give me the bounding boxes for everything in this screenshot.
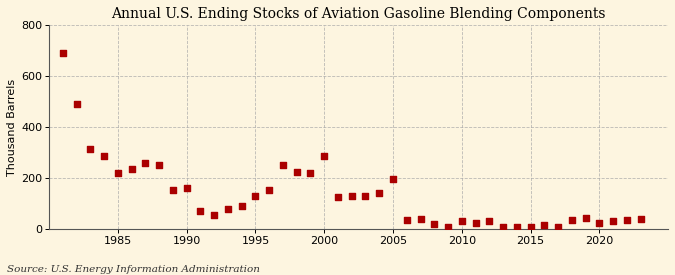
Title: Annual U.S. Ending Stocks of Aviation Gasoline Blending Components: Annual U.S. Ending Stocks of Aviation Ga… [111, 7, 606, 21]
Point [470, 221, 481, 225]
Point [402, 218, 412, 222]
Point [154, 163, 165, 167]
Point [456, 219, 467, 224]
Point [580, 215, 591, 220]
Point [195, 209, 206, 213]
Point [429, 222, 439, 226]
Point [250, 194, 261, 198]
Point [209, 213, 219, 217]
Point [277, 163, 288, 167]
Point [415, 217, 426, 221]
Point [113, 171, 124, 175]
Point [484, 219, 495, 224]
Point [292, 169, 302, 174]
Point [608, 219, 618, 224]
Point [305, 171, 316, 175]
Point [85, 147, 96, 151]
Point [443, 224, 454, 229]
Point [346, 194, 357, 198]
Point [72, 102, 82, 106]
Point [360, 194, 371, 198]
Point [236, 204, 247, 208]
Point [182, 186, 192, 191]
Point [594, 221, 605, 225]
Point [622, 218, 632, 222]
Point [333, 195, 344, 199]
Point [374, 191, 385, 196]
Point [57, 51, 68, 55]
Point [512, 224, 522, 229]
Point [497, 224, 508, 229]
Point [635, 217, 646, 221]
Point [264, 187, 275, 192]
Point [553, 224, 564, 229]
Point [167, 187, 178, 192]
Point [539, 223, 549, 227]
Point [99, 154, 109, 159]
Point [566, 218, 577, 222]
Y-axis label: Thousand Barrels: Thousand Barrels [7, 78, 17, 175]
Point [140, 161, 151, 165]
Point [387, 177, 398, 182]
Point [126, 167, 137, 171]
Text: Source: U.S. Energy Information Administration: Source: U.S. Energy Information Administ… [7, 265, 260, 274]
Point [319, 154, 329, 159]
Point [223, 207, 234, 211]
Point [525, 224, 536, 229]
